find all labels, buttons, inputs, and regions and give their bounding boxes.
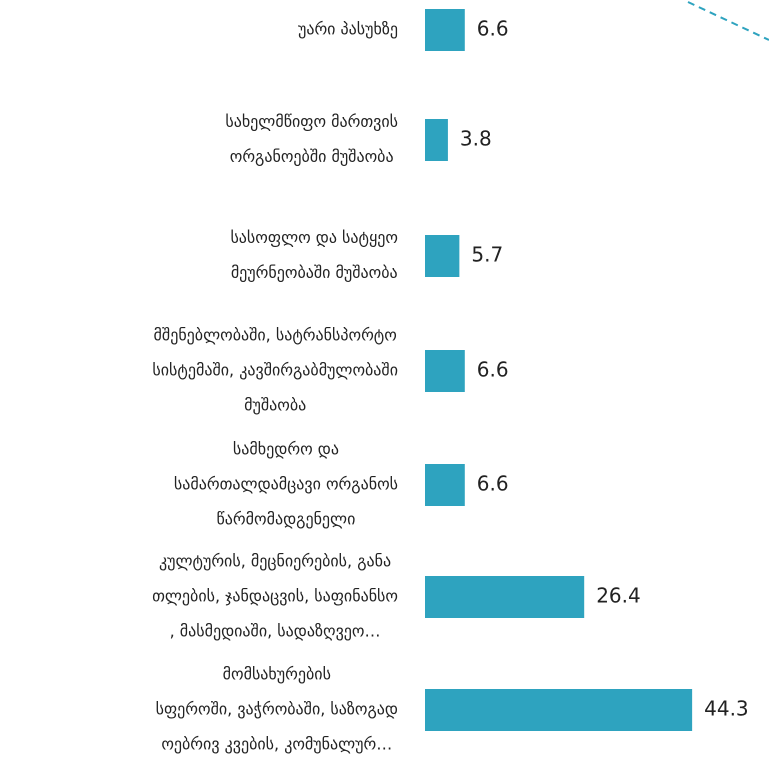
category-label: სისტემაში, კავშირგაბმულობაში <box>152 361 398 380</box>
category-label: სამხედრო და <box>233 440 339 459</box>
decorative-line <box>687 1 769 41</box>
value-label: 5.7 <box>471 243 503 267</box>
category-label: სასოფლო და სატყეო <box>230 228 398 247</box>
category-label: მომსახურების <box>223 665 331 684</box>
value-label: 6.6 <box>477 17 509 41</box>
category-label: წარმომადგენელი <box>217 510 356 529</box>
category-label: ოებრივ კვების, კომუნალურ… <box>161 735 392 754</box>
bar <box>425 235 460 277</box>
value-label: 44.3 <box>704 697 749 721</box>
category-label: მუშაობა <box>244 396 306 415</box>
category-label: მეურნეობაში მუშაობა <box>231 263 398 282</box>
category-label: უარი პასუხზე <box>298 20 398 39</box>
value-label: 26.4 <box>596 584 641 608</box>
value-label: 6.6 <box>477 472 509 496</box>
value-label: 6.6 <box>477 358 509 382</box>
bar <box>425 576 585 618</box>
category-label: სფეროში, ვაჭრობაში, საზოგად <box>156 700 398 719</box>
bar <box>425 119 448 161</box>
category-label: ორგანოებში მუშაობა <box>230 147 394 166</box>
category-label: , მასმედიაში, სადაზღვეო… <box>170 622 381 641</box>
bar <box>425 464 465 506</box>
bar <box>425 689 693 731</box>
value-label: 3.8 <box>460 127 492 151</box>
bar <box>425 9 465 51</box>
bar <box>425 350 465 392</box>
category-label: მშენებლობაში, სატრანსპორტო <box>154 326 397 345</box>
category-label: სამართალდამცავი ორგანოს <box>174 475 398 494</box>
category-label: კულტურის, მეცნიერების, განა <box>159 552 391 571</box>
category-label: სახელმწიფო მართვის <box>225 112 398 131</box>
category-label: თლების, ჯანდაცვის, საფინანსო <box>152 587 398 606</box>
